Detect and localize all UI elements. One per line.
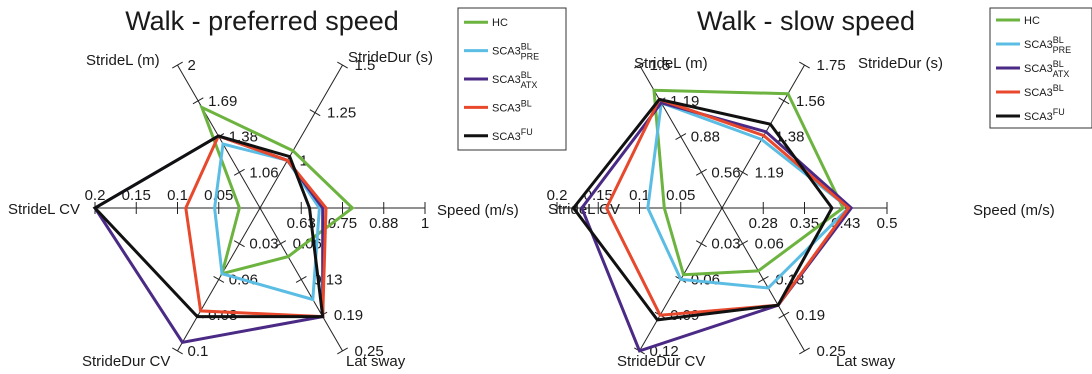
tick-label: 0.15 <box>122 187 151 204</box>
tick-mark <box>172 61 183 69</box>
tick-label: 1.69 <box>208 93 237 110</box>
radar-chart-preferred-speed: Walk - preferred speed 0.63 0.75 0.88 1Spee… <box>8 6 567 370</box>
tick-label: 2 <box>188 57 196 74</box>
axis-label-lat_sway: Lat sway <box>346 353 406 370</box>
tick-label: 0.03 <box>711 236 740 253</box>
tick-mark <box>695 240 707 248</box>
legend-entry: SCA3FU <box>492 127 533 143</box>
legend-entry: SCA3BL PRE <box>1024 35 1071 55</box>
tick-mark <box>757 276 769 283</box>
legend-entry: HC <box>492 17 508 29</box>
tick-label: 0.06 <box>755 236 784 253</box>
tick-label: 0.2 <box>85 187 106 204</box>
tick-label: 0.06 <box>691 271 720 288</box>
tick-mark <box>737 168 749 176</box>
tick-mark <box>737 240 749 248</box>
tick-label: 1.5 <box>650 57 671 74</box>
tick-label: 1.5 <box>355 57 376 74</box>
series-line-0 <box>652 88 845 277</box>
tick-label: 1.56 <box>796 93 825 110</box>
axis-label-stride_dur_cv: StrideDur CV <box>617 353 705 370</box>
tick-mark <box>337 347 348 355</box>
tick-label: 0.5 <box>877 215 898 232</box>
tick-mark <box>778 97 790 105</box>
tick-mark <box>275 240 287 248</box>
axis-label-speed: Speed (m/s) <box>973 202 1055 219</box>
legend: HC SCA3BL PRE SCA3BL ATX SCA3BL SCA3FU <box>989 7 1092 129</box>
tick-label: 0.1 <box>167 187 188 204</box>
series-line-4 <box>571 97 834 322</box>
tick-label: 0.35 <box>790 215 819 232</box>
tick-mark <box>799 347 810 355</box>
axis-label-stride_dur_cv: StrideDur CV <box>82 353 170 370</box>
tick-label: 0.25 <box>355 343 384 360</box>
tick-label: 0.28 <box>749 215 778 232</box>
tick-label: 0.05 <box>204 187 233 204</box>
axis-label-stride_dur: StrideDur (s) <box>858 55 943 72</box>
axis-label-stride_l: StrideL (m) <box>634 55 708 72</box>
tick-label: 0.12 <box>650 343 679 360</box>
tick-label: 0.19 <box>334 307 363 324</box>
tick-label: 0.1 <box>188 343 209 360</box>
tick-label: 0.88 <box>691 129 720 146</box>
series-line-4 <box>92 134 325 319</box>
tick-mark <box>337 61 348 69</box>
tick-mark <box>799 61 810 69</box>
tick-mark <box>295 276 307 283</box>
tick-label: 0.25 <box>817 343 846 360</box>
tick-label: 0.1 <box>629 187 650 204</box>
series-line-1 <box>646 100 851 290</box>
tick-label: 0.19 <box>796 307 825 324</box>
tick-mark <box>192 97 204 105</box>
tick-label: 0.88 <box>369 215 398 232</box>
legend-entry: SCA3FU <box>1024 107 1065 123</box>
tick-label: 1 <box>421 215 429 232</box>
tick-label: 0.13 <box>313 271 342 288</box>
tick-mark <box>778 311 790 319</box>
tick-label: 1.19 <box>755 164 784 181</box>
legend-entry: SCA3BL <box>492 98 532 114</box>
axis-label-stride_l_cv: StrideL CV <box>8 201 80 218</box>
tick-label: 0.15 <box>584 187 613 204</box>
legend: HC SCA3BL PRE SCA3BL ATX SCA3BL SCA3FU <box>457 7 567 151</box>
tick-mark <box>172 347 183 355</box>
legend-entry: HC <box>1024 15 1040 27</box>
series-line-0 <box>199 104 355 276</box>
legend-entry: SCA3BL ATX <box>1024 59 1069 79</box>
chart-title: Walk - slow speed <box>697 6 915 36</box>
tick-label: 1.06 <box>249 164 278 181</box>
axis-label-lat_sway: Lat sway <box>836 353 896 370</box>
tick-label: 1.75 <box>817 57 846 74</box>
tick-label: 0.63 <box>287 215 316 232</box>
tick-label: 0.03 <box>249 236 278 253</box>
legend-entry: SCA3BL <box>1024 83 1064 99</box>
tick-mark <box>233 240 245 248</box>
tick-mark <box>675 133 687 140</box>
tick-mark <box>695 168 707 176</box>
tick-label: 1.25 <box>327 105 356 122</box>
tick-label: 0.2 <box>547 187 568 204</box>
axis-label-speed: Speed (m/s) <box>437 202 519 219</box>
tick-mark <box>233 168 245 176</box>
legend-entry: SCA3BL ATX <box>492 70 537 90</box>
axis-line-stride_dur <box>259 64 343 209</box>
axis-label-stride_l: StrideL (m) <box>86 52 160 69</box>
tick-mark <box>634 61 645 69</box>
tick-mark <box>309 109 321 117</box>
tick-label: 0.05 <box>666 187 695 204</box>
legend-entry: SCA3BL PRE <box>492 42 539 62</box>
chart-title: Walk - preferred speed <box>125 6 399 36</box>
tick-mark <box>213 276 225 283</box>
axis-label-stride_dur: StrideDur (s) <box>348 49 433 66</box>
tick-label: 0.56 <box>711 164 740 181</box>
